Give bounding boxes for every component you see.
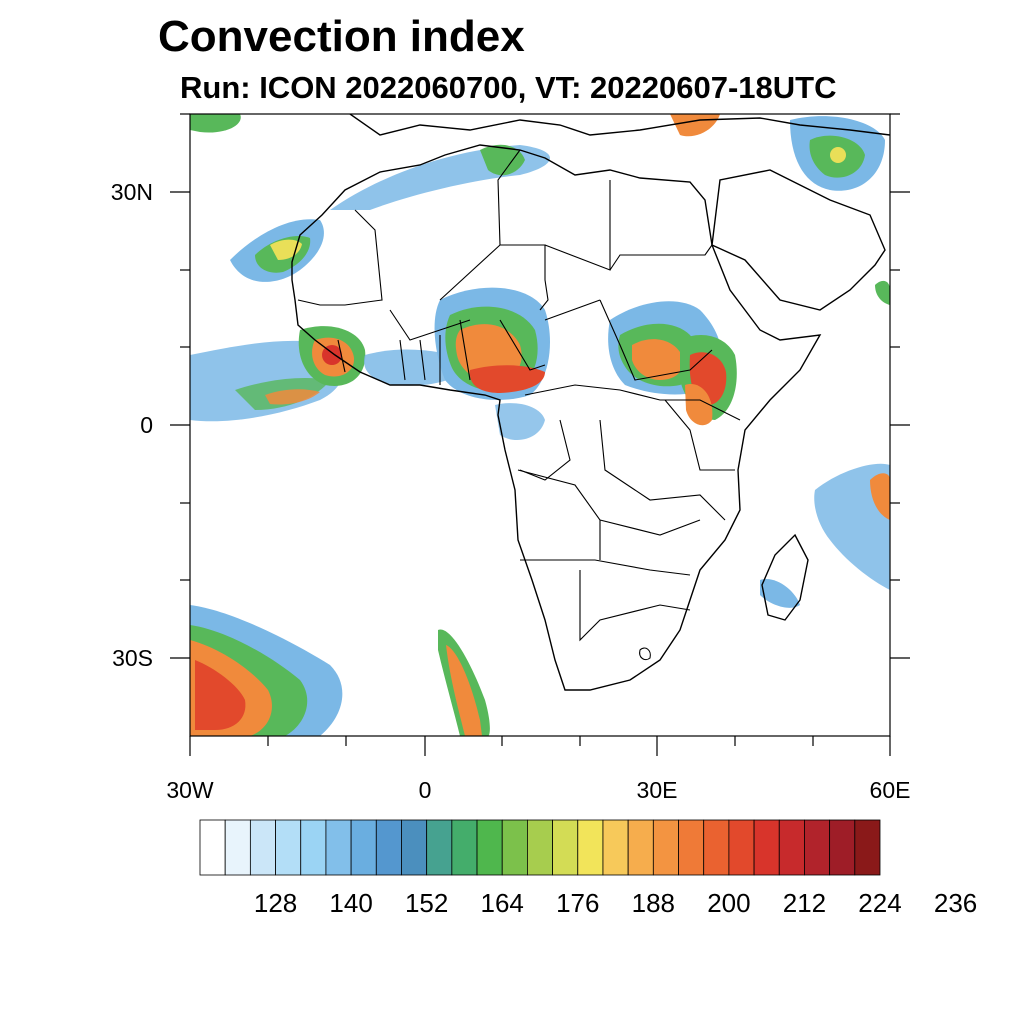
colorbar-swatch	[401, 819, 428, 876]
convection-field	[190, 114, 890, 736]
y-tick-label: 0	[140, 412, 153, 438]
colorbar-swatch	[703, 819, 730, 876]
colorbar-label: 128	[254, 888, 297, 918]
field-sudan-orange	[632, 339, 683, 380]
colorbar-label: 152	[405, 888, 448, 918]
colorbar-swatch	[829, 819, 856, 876]
x-tick-label: 0	[419, 777, 432, 803]
colorbar-swatch	[577, 819, 604, 876]
field-tongue-core	[446, 645, 482, 736]
y-tick-label: 30S	[112, 645, 153, 671]
field-south-atlantic-red	[195, 660, 246, 730]
field-ethiopia-south	[685, 384, 713, 426]
colorbar-swatch	[451, 819, 478, 876]
field-congo	[495, 403, 545, 440]
axis-ticks	[170, 113, 910, 756]
colorbar-swatch	[652, 819, 679, 876]
x-tick-label: 30W	[166, 777, 214, 803]
madagascar-coastline	[761, 533, 809, 621]
colorbar-swatch	[854, 819, 881, 876]
chart-subtitle: Run: ICON 2022060700, VT: 20220607-18UTC	[180, 70, 837, 105]
colorbar-swatch	[527, 819, 553, 876]
colorbar-label: 164	[481, 888, 524, 918]
coastlines	[291, 114, 890, 691]
africa-coastline	[291, 144, 822, 691]
x-tick-label: 30E	[637, 777, 678, 803]
field-med-east	[670, 114, 720, 137]
x-tick-label: 60E	[870, 777, 911, 803]
colorbar-swatch	[627, 819, 654, 876]
colorbar-label: 200	[707, 888, 750, 918]
field-indian-ocean	[814, 463, 890, 590]
colorbar	[199, 819, 881, 876]
field-guinea-peak	[322, 345, 342, 365]
colorbar-swatch	[300, 819, 327, 876]
colorbar-swatch	[224, 819, 251, 876]
colorbar-swatch	[804, 819, 831, 876]
colorbar-swatch	[199, 819, 226, 876]
colorbar-swatch	[375, 819, 402, 876]
chart-title: Convection index	[158, 12, 525, 61]
colorbar-swatch	[602, 819, 629, 876]
field-middle-east-peak	[830, 147, 846, 163]
colorbar-swatch	[778, 819, 805, 876]
arabia-coastline	[711, 169, 886, 311]
colorbar-swatch	[325, 819, 352, 876]
colorbar-swatch	[753, 819, 780, 876]
colorbar-swatch	[552, 819, 579, 876]
colorbar-label: 188	[632, 888, 675, 918]
country-borders	[297, 149, 741, 661]
colorbar-label: 224	[858, 888, 901, 918]
field-med	[190, 114, 241, 133]
colorbar-swatch	[728, 819, 755, 876]
field-indian-ocean-core	[870, 473, 890, 520]
field-atlantic-hot	[265, 389, 320, 405]
colorbar-swatch	[678, 819, 705, 876]
field-algeria	[480, 144, 525, 176]
colorbar-label: 236	[934, 888, 977, 918]
colorbar-label: 176	[556, 888, 599, 918]
colorbar-labels: 128 140 152 164 176 188 200 212 224 236	[254, 888, 977, 918]
colorbar-label: 212	[783, 888, 826, 918]
field-nigeria-south	[469, 365, 545, 393]
colorbar-swatch	[501, 819, 528, 876]
europe-coastline	[349, 114, 890, 136]
colorbar-swatch	[350, 819, 377, 876]
colorbar-swatch	[249, 819, 276, 876]
field-madagascar-east	[760, 579, 800, 608]
colorbar-swatch	[275, 819, 302, 876]
colorbar-label: 140	[329, 888, 372, 918]
y-tick-label: 30N	[111, 179, 153, 205]
field-arabian	[875, 280, 890, 305]
colorbar-swatch	[476, 819, 503, 876]
colorbar-swatch	[426, 819, 453, 876]
